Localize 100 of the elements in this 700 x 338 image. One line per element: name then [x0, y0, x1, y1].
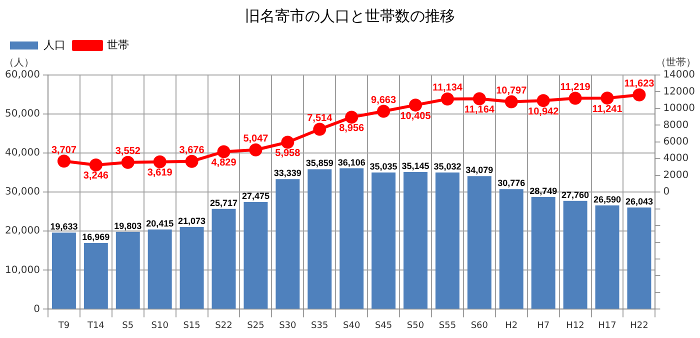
point: [217, 145, 230, 158]
data-label: 34,079: [466, 165, 494, 176]
data-label: 35,145: [402, 161, 430, 171]
point: [345, 110, 358, 124]
point: [57, 154, 70, 168]
data-label: 26,043: [625, 196, 653, 207]
data-label: 11,241: [592, 104, 623, 115]
point: [632, 88, 646, 102]
y2-tick-label: 14000: [663, 70, 695, 81]
x-tick-label: H2: [505, 320, 518, 331]
data-label: 11,623: [624, 78, 655, 90]
bar: [595, 205, 620, 309]
point: [568, 92, 582, 105]
y2-tick-label: 8000: [663, 120, 689, 131]
bar: [212, 208, 236, 309]
data-label: 3,552: [115, 146, 141, 158]
point: [504, 95, 518, 108]
y-tick-label: 30,000: [4, 186, 40, 198]
x-tick-label: S60: [470, 320, 488, 331]
point: [440, 92, 454, 106]
x-tick-label: S5: [122, 320, 134, 331]
x-tick-label: H17: [598, 320, 616, 331]
bar: [499, 189, 524, 309]
y-tick-label: 10,000: [4, 264, 40, 276]
data-label: 10,797: [496, 86, 528, 97]
x-tick-label: S40: [343, 320, 360, 331]
bar: [116, 232, 140, 309]
point: [185, 154, 198, 168]
x-tick-label: S22: [215, 320, 232, 331]
point: [89, 158, 102, 172]
data-label: 9,663: [371, 95, 396, 106]
data-label: 36,106: [338, 157, 366, 168]
data-label: 3,707: [51, 144, 77, 156]
bar: [531, 196, 556, 309]
bar: [467, 176, 492, 309]
x-tick-label: S30: [279, 320, 297, 331]
data-label: 21,073: [178, 216, 206, 226]
x-tick-label: S55: [438, 320, 456, 331]
bar: [563, 200, 588, 309]
x-tick-label: S25: [247, 320, 264, 331]
data-label: 16,969: [82, 232, 110, 242]
chart-title: 旧名寄市の人口と世帯数の推移: [245, 6, 455, 25]
point: [281, 136, 294, 149]
data-label: 19,803: [114, 220, 142, 231]
point: [153, 155, 166, 168]
point: [600, 92, 614, 105]
point: [536, 94, 550, 108]
x-tick-label: S45: [374, 320, 392, 331]
bar: [435, 172, 460, 309]
y-tick-label: 50,000: [4, 108, 40, 120]
legend-label: 世帯: [107, 38, 129, 52]
x-tick-label: T14: [86, 320, 105, 331]
data-label: 11,219: [560, 82, 591, 94]
bar: [308, 169, 332, 309]
y2-tick-label: 6000: [663, 136, 689, 148]
y2-axis-title: （世帯）: [656, 56, 696, 69]
data-label: 35,032: [434, 161, 462, 172]
point: [249, 143, 262, 156]
y2-tick-label: 2000: [663, 170, 689, 181]
point: [409, 98, 422, 112]
y2-tick-label: 10000: [663, 103, 695, 114]
data-label: 27,760: [562, 190, 590, 200]
data-label: 4,829: [211, 157, 237, 168]
x-tick-label: S35: [311, 320, 328, 331]
x-tick-label: H7: [537, 320, 550, 331]
bar: [372, 172, 396, 309]
data-label: 11,134: [432, 82, 463, 94]
x-tick-label: T9: [57, 320, 70, 331]
data-label: 26,590: [593, 194, 622, 204]
y-tick-label: 0: [34, 304, 40, 315]
y-tick-label: 60,000: [4, 70, 40, 81]
point: [472, 92, 486, 106]
data-label: 30,776: [498, 178, 526, 188]
data-label: 27,475: [242, 190, 270, 201]
data-label: 20,415: [146, 218, 174, 228]
data-label: 28,749: [530, 186, 558, 196]
x-tick-label: S10: [151, 320, 169, 331]
bar: [52, 232, 76, 309]
data-label: 3,619: [147, 168, 173, 179]
point: [121, 156, 134, 169]
data-label: 19,633: [50, 222, 78, 232]
data-label: 35,035: [370, 161, 398, 172]
data-label: 8,956: [339, 122, 365, 134]
x-tick-label: H12: [566, 320, 584, 331]
bar: [244, 202, 268, 309]
y-tick-label: 20,000: [4, 226, 40, 237]
bar: [340, 168, 364, 309]
data-label: 11,164: [464, 104, 495, 116]
data-label: 10,942: [528, 106, 560, 118]
bar: [148, 230, 172, 309]
y-tick-label: 40,000: [4, 148, 40, 159]
bar: [627, 208, 652, 309]
bar: [276, 179, 300, 309]
bar: [180, 226, 204, 309]
data-label: 10,405: [400, 110, 432, 122]
x-tick-label: S15: [183, 320, 200, 331]
point: [377, 104, 390, 118]
legend-label: 人口: [44, 38, 66, 52]
point: [313, 122, 326, 136]
data-label: 33,339: [274, 168, 302, 178]
